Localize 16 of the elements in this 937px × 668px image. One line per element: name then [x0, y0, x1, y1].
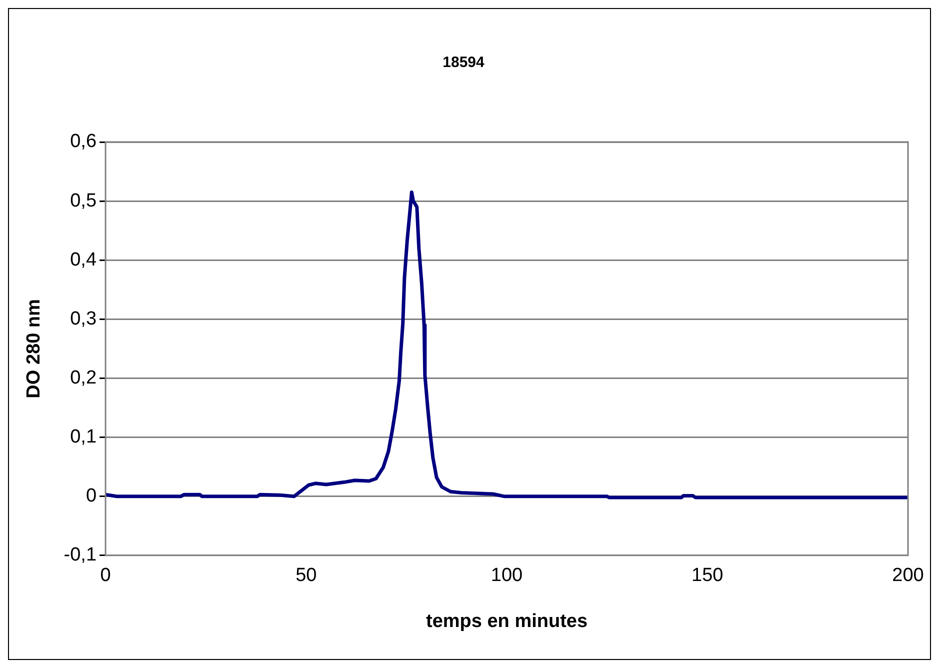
x-tick-label: 0: [100, 565, 111, 586]
chart-title: 18594: [442, 54, 486, 72]
y-tick-label: 0,5: [70, 190, 97, 212]
y-tick-label: -0,1: [64, 544, 97, 566]
y-tick-label: 0,2: [70, 367, 97, 388]
x-axis-title: temps en minutes: [426, 610, 588, 632]
y-tick-label: 0: [86, 486, 97, 507]
y-tick-label: 0,1: [70, 426, 97, 448]
x-tick-label: 50: [296, 565, 317, 586]
x-tick-label: 100: [490, 565, 523, 586]
y-tick-label: 0,3: [70, 308, 97, 330]
y-tick-label: 0,4: [70, 249, 97, 270]
y-axis-title: DO 280 nm: [24, 299, 45, 398]
x-tick-label: 150: [692, 565, 724, 586]
x-tick-label: 200: [892, 565, 924, 586]
y-tick-label: 0,6: [70, 131, 97, 152]
